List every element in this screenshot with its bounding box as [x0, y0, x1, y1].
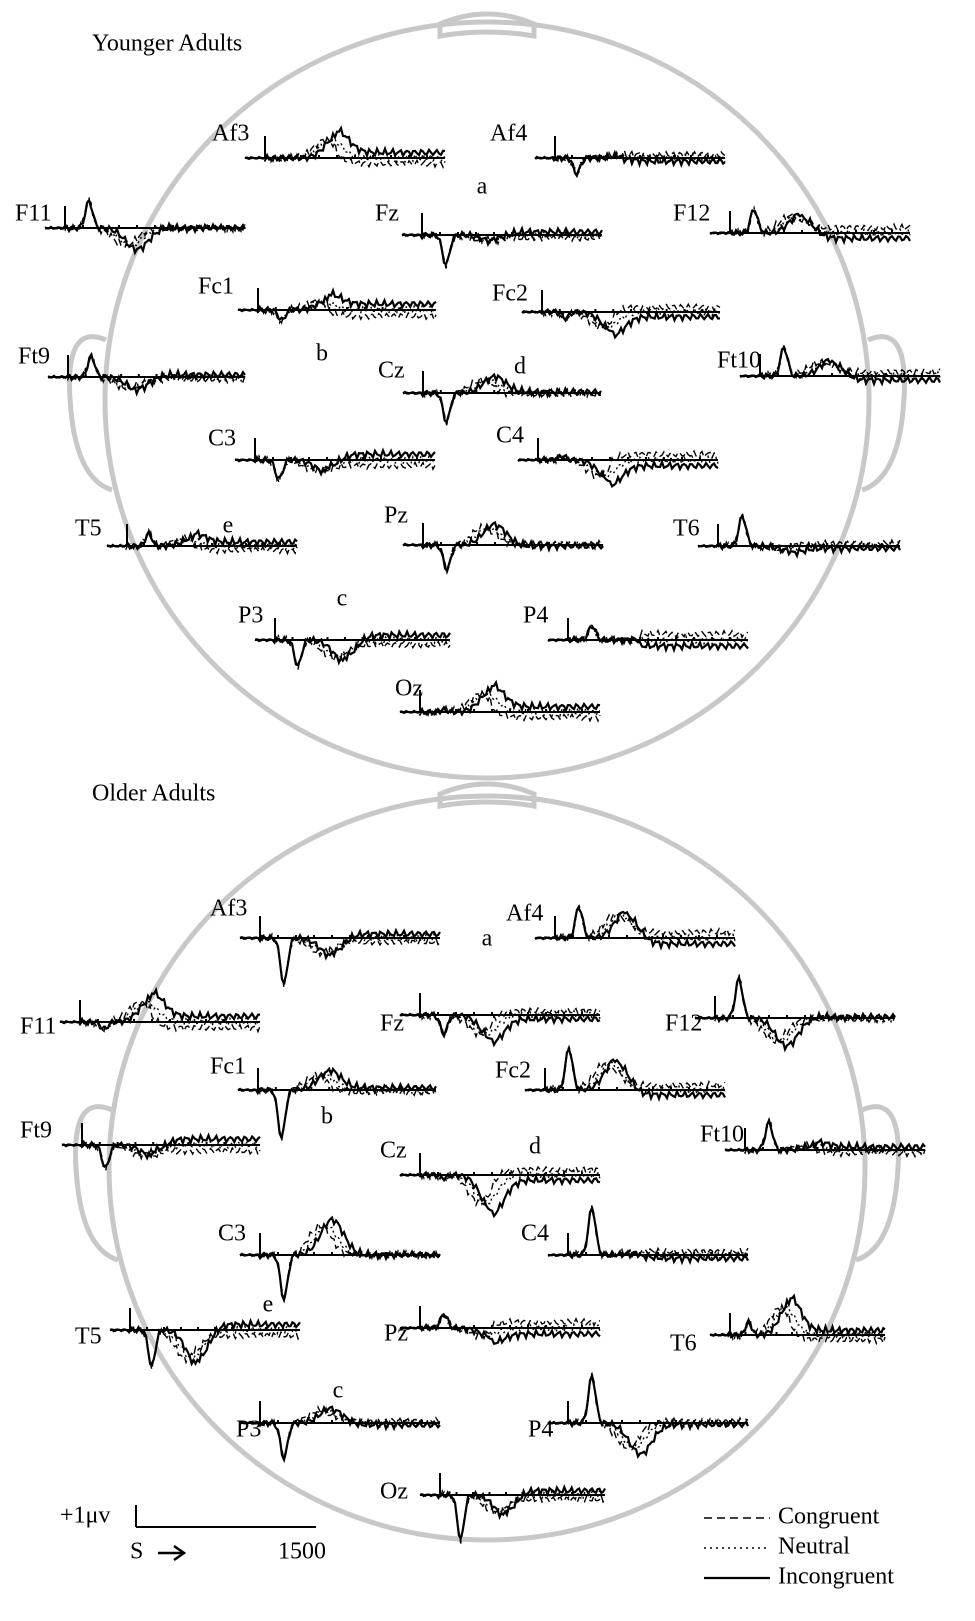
- annotation: d: [514, 354, 526, 380]
- electrode-label: C4: [521, 1221, 549, 1247]
- waveform: [235, 451, 435, 479]
- electrode-label: Af3: [210, 896, 247, 922]
- legend-label: Congruent: [778, 1504, 880, 1530]
- electrode-label: P3: [236, 1417, 261, 1443]
- waveform: [240, 1224, 440, 1300]
- annotation: c: [337, 586, 348, 612]
- electrode-label: Fc1: [210, 1054, 246, 1080]
- waveform: [45, 197, 245, 247]
- electrode-label: Af4: [506, 901, 543, 927]
- electrode-label: Oz: [380, 1479, 408, 1505]
- annotation: b: [316, 341, 328, 367]
- annotation: e: [223, 513, 234, 539]
- electrode-label: Ft9: [20, 1118, 52, 1144]
- electrode-label: F11: [15, 201, 51, 227]
- electrode-label: Ft10: [700, 1122, 744, 1148]
- waveform: [548, 1206, 748, 1258]
- waveform: [240, 935, 440, 988]
- electrode-label: Pz: [384, 503, 408, 529]
- electrode-label: Fc1: [198, 274, 234, 300]
- waveform: [698, 516, 900, 556]
- electrode-label: T5: [75, 1324, 102, 1350]
- waveform: [548, 1376, 748, 1457]
- waveform: [740, 348, 940, 384]
- electrode-label: Oz: [395, 676, 423, 702]
- waveform: [245, 128, 445, 160]
- waveform: [240, 1407, 440, 1460]
- waveform: [695, 975, 895, 1043]
- electrode-label: F12: [673, 201, 710, 227]
- electrode-label: Fc2: [495, 1058, 531, 1084]
- electrode-label: P4: [523, 603, 548, 629]
- waveform: [48, 355, 245, 394]
- waveform: [110, 1321, 300, 1364]
- waveform: [235, 457, 435, 482]
- waveform: [60, 1002, 260, 1032]
- waveform: [240, 1218, 440, 1300]
- electrode-label: Fc2: [492, 281, 528, 307]
- electrode-label: C3: [218, 1221, 246, 1247]
- annotation: c: [333, 1378, 344, 1404]
- annotation: a: [482, 926, 493, 952]
- scale-amplitude: +1μv: [60, 1503, 110, 1529]
- electrode-label: C3: [208, 426, 236, 452]
- waveform: [238, 1069, 436, 1138]
- figure: Younger Adults Older Adults +1μv S 1500 …: [0, 0, 975, 1621]
- annotation: e: [263, 1292, 274, 1318]
- waveform: [402, 229, 602, 265]
- waveform: [695, 977, 895, 1049]
- electrode-label: P3: [238, 603, 263, 629]
- electrode-label: Ft9: [18, 344, 50, 370]
- waveform: [240, 1408, 440, 1459]
- electrode-label: T6: [673, 516, 700, 542]
- electrode-label: F12: [665, 1011, 702, 1037]
- annotation: b: [321, 1104, 333, 1130]
- waveform: [110, 1328, 300, 1370]
- electrode-label: C4: [496, 423, 524, 449]
- waveform: [420, 1491, 605, 1540]
- waveform: [62, 1142, 260, 1171]
- waveform: [535, 153, 725, 176]
- waveform: [45, 201, 245, 248]
- electrode-label: F11: [20, 1014, 56, 1040]
- waveform: [522, 310, 720, 338]
- electrode-label: T6: [670, 1331, 697, 1357]
- annotation: d: [529, 1134, 541, 1160]
- scale-end: 1500: [278, 1539, 326, 1565]
- legend-label: Incongruent: [778, 1564, 894, 1590]
- waveform: [710, 211, 910, 242]
- electrode-label: P4: [528, 1417, 553, 1443]
- waveform: [240, 934, 440, 984]
- waveform: [400, 1316, 600, 1344]
- waveform: [403, 378, 601, 423]
- electrode-label: Af3: [212, 121, 249, 147]
- waveform: [535, 909, 735, 948]
- waveform: [525, 1050, 725, 1099]
- waveform: [238, 1073, 436, 1139]
- electrode-label: Pz: [384, 1321, 408, 1347]
- waveform: [110, 1326, 300, 1365]
- panel-title: Younger Adults: [92, 31, 242, 57]
- annotation: a: [477, 174, 488, 200]
- waveform: [548, 1375, 748, 1449]
- waveform: [400, 1167, 600, 1206]
- electrode-label: Cz: [378, 358, 405, 384]
- waveform: [710, 1305, 885, 1343]
- waveform: [240, 1223, 440, 1303]
- time-arrow: [158, 1546, 184, 1560]
- electrode-label: Fz: [375, 201, 399, 227]
- legend-label: Neutral: [778, 1534, 850, 1560]
- panel-title: Older Adults: [92, 781, 215, 807]
- waveform: [403, 375, 601, 423]
- electrode-label: Af4: [490, 121, 527, 147]
- waveform: [403, 376, 601, 425]
- electrode-label: Cz: [380, 1138, 407, 1164]
- waveform: [535, 906, 735, 942]
- waveform: [548, 1372, 748, 1449]
- electrode-label: T5: [75, 516, 102, 542]
- scale-start: S: [130, 1539, 143, 1565]
- waveform: [710, 1296, 885, 1338]
- waveform: [695, 978, 895, 1043]
- electrode-label: Ft10: [717, 348, 761, 374]
